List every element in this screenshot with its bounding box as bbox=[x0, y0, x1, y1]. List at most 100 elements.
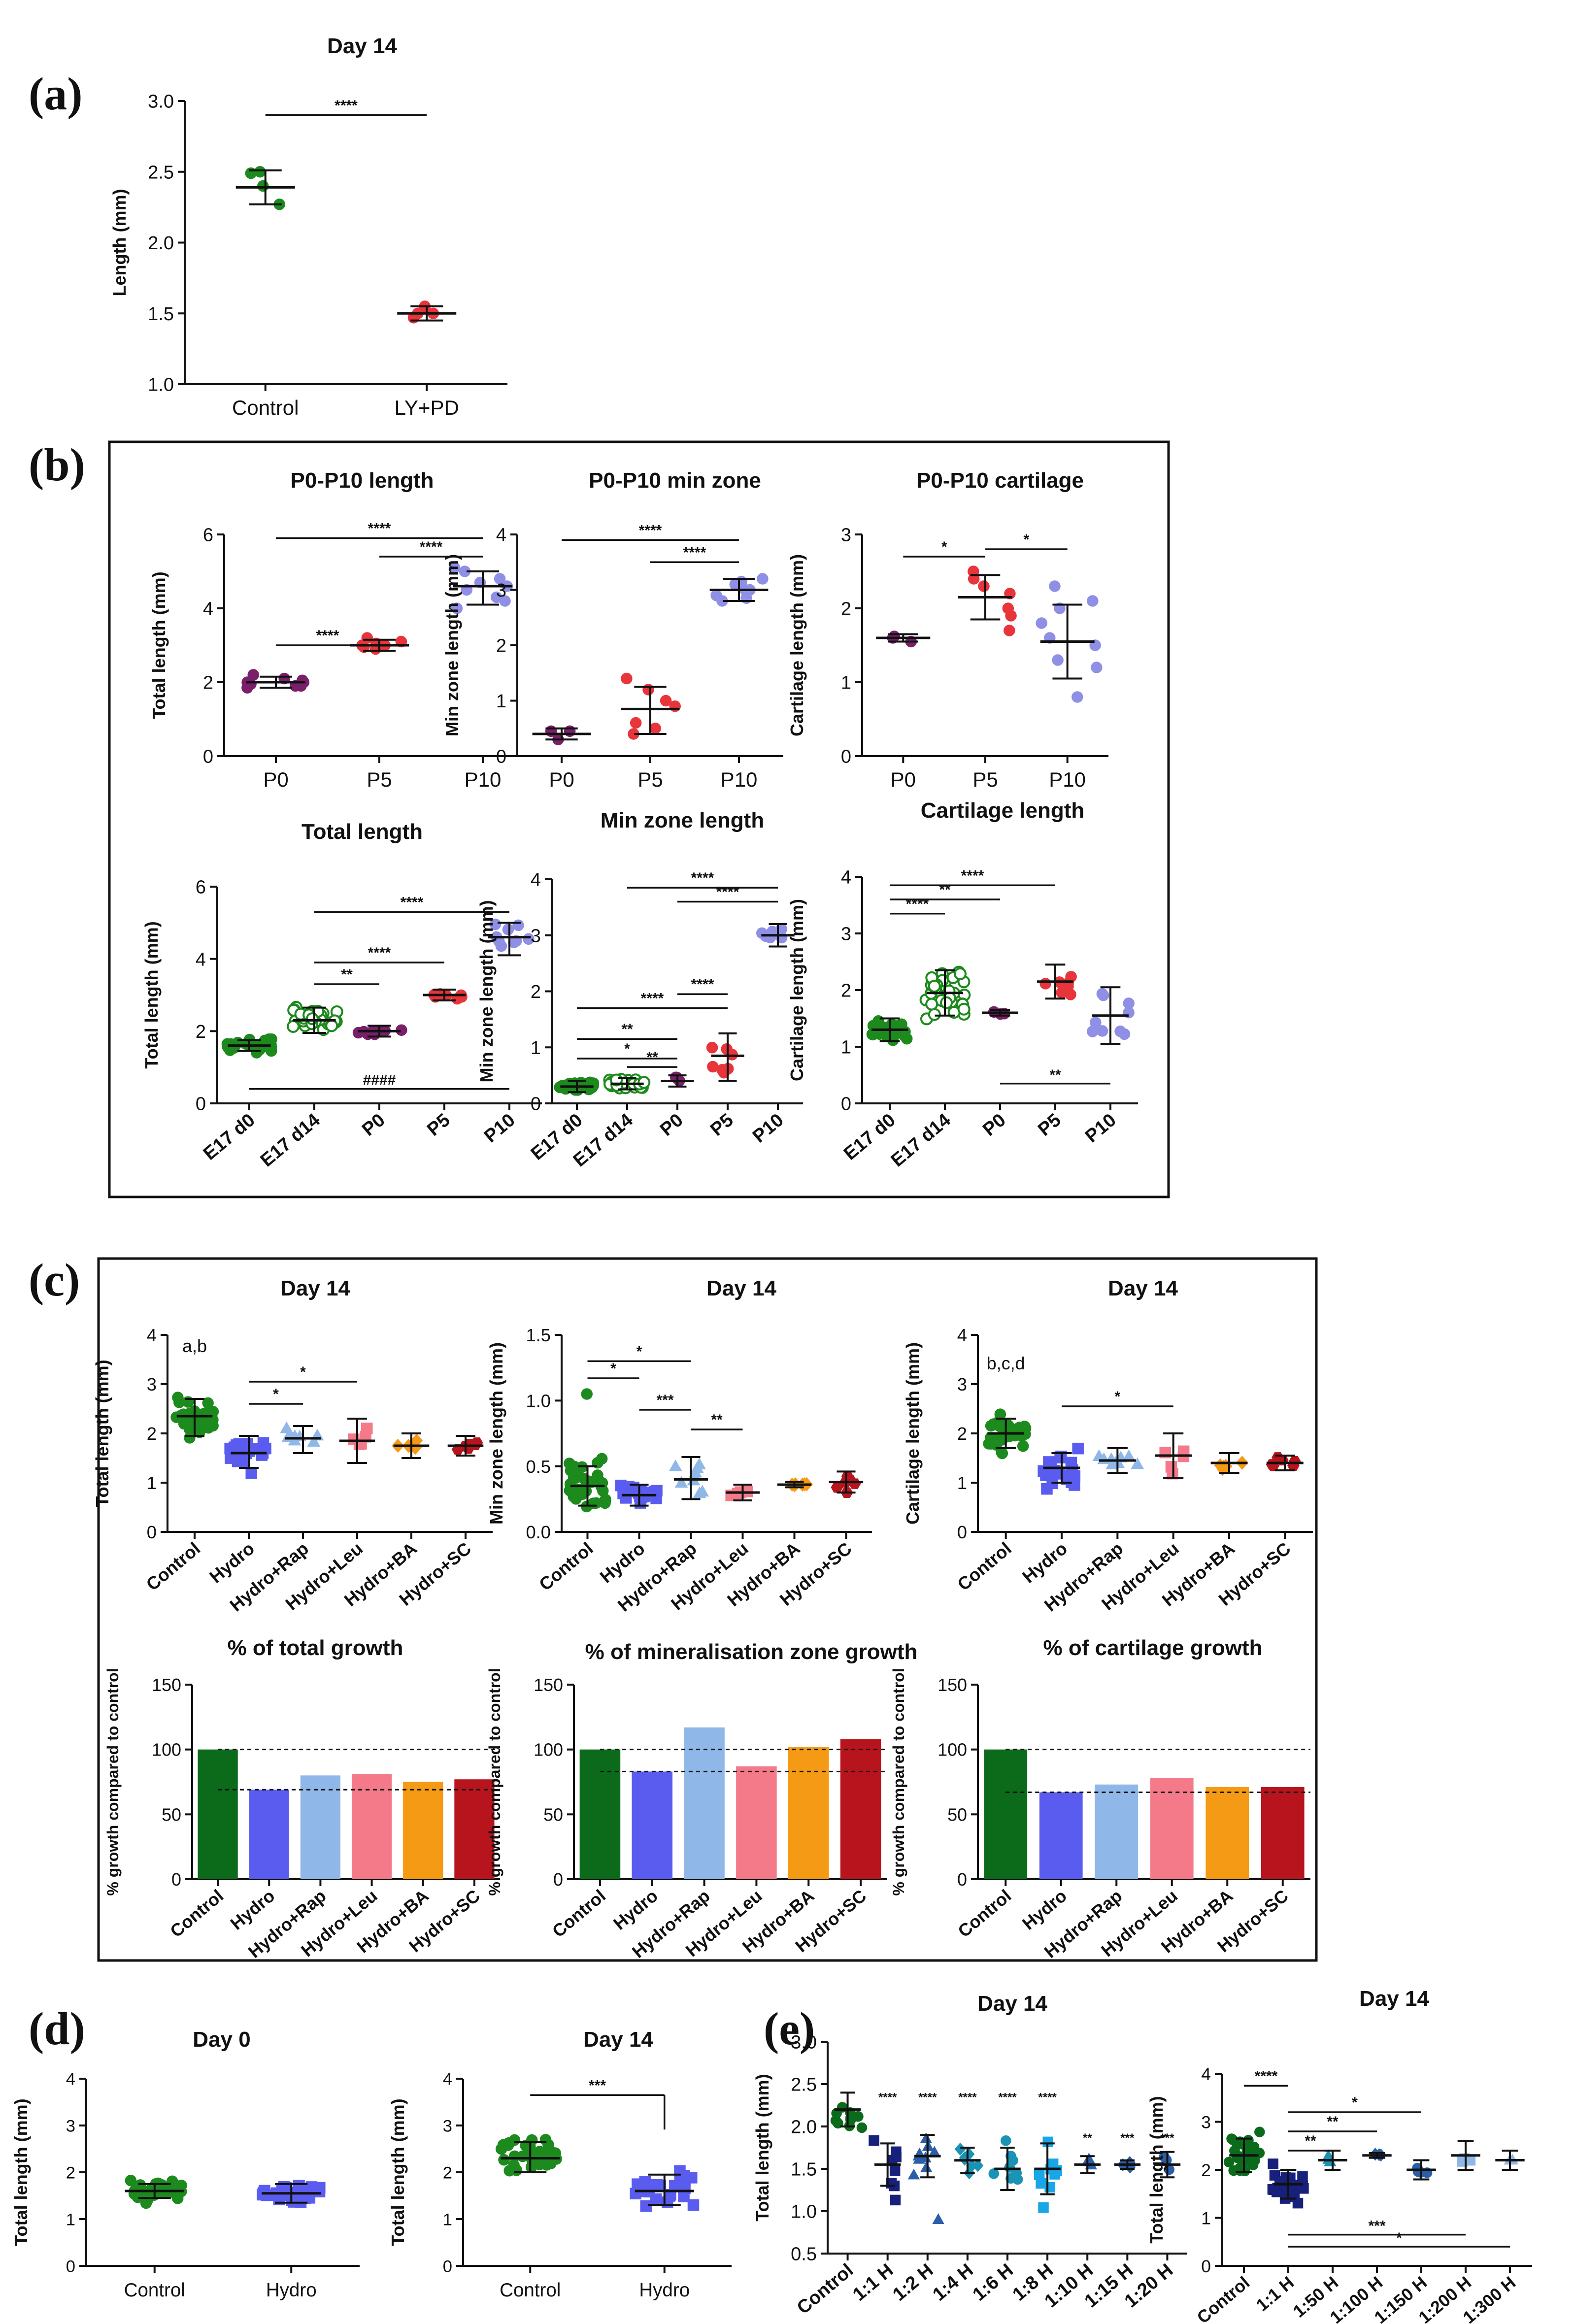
y-tick-label: 3 bbox=[957, 1374, 967, 1394]
x-tick-label: P10 bbox=[721, 768, 758, 791]
data-point bbox=[869, 2135, 879, 2146]
data-point bbox=[1254, 2126, 1265, 2137]
significance-label: **** bbox=[639, 522, 662, 538]
x-tick-label: P10 bbox=[465, 768, 502, 791]
data-point bbox=[642, 684, 654, 696]
significance-label: **** bbox=[420, 539, 443, 555]
data-point bbox=[649, 723, 661, 734]
data-point bbox=[509, 2164, 522, 2176]
y-tick-label: 4 bbox=[203, 599, 213, 620]
y-tick-label: 2.5 bbox=[791, 2075, 817, 2095]
significance-label: ** bbox=[1327, 2114, 1339, 2130]
y-tick-label: 1 bbox=[841, 1037, 851, 1058]
significance-label: **** bbox=[683, 544, 706, 561]
data-point bbox=[245, 1467, 257, 1479]
data-point bbox=[1044, 2182, 1055, 2193]
bar bbox=[1206, 1787, 1249, 1879]
y-tick-label: 1 bbox=[443, 2210, 452, 2229]
data-point bbox=[1069, 1479, 1080, 1491]
panel-label-e: (e) bbox=[764, 2003, 815, 2055]
panel-label-c: (c) bbox=[29, 1255, 80, 1306]
data-point bbox=[1038, 2202, 1049, 2213]
chart-b2: P0-P10 min zone 0 1 2 3 4 Min zone length (mm)… bbox=[442, 468, 783, 791]
data-point bbox=[448, 562, 461, 574]
data-point bbox=[1285, 2172, 1296, 2184]
x-tick-label: Control bbox=[500, 2280, 561, 2301]
chart-title: % of cartilage growth bbox=[1043, 1636, 1263, 1660]
data-point bbox=[992, 1434, 1004, 1446]
data-point bbox=[890, 2194, 901, 2206]
group-p5 bbox=[423, 988, 468, 1005]
data-point bbox=[489, 918, 502, 930]
data-point bbox=[451, 602, 463, 614]
data-point bbox=[1274, 2177, 1286, 2188]
y-tick-label: 150 bbox=[152, 1675, 181, 1695]
chart-a: Day 14 1.0 1.5 2.0 2.5 3.0 Length (mm) Control L… bbox=[109, 34, 507, 419]
bar bbox=[454, 1779, 495, 1879]
y-tick-label: 100 bbox=[534, 1740, 563, 1760]
significance-label: * bbox=[1023, 531, 1029, 548]
significance-label: **** bbox=[906, 896, 929, 912]
y-tick-label: 3.0 bbox=[148, 92, 174, 112]
significance-label: **** bbox=[1038, 2091, 1057, 2104]
data-point bbox=[241, 682, 253, 694]
y-tick-label: 100 bbox=[152, 1740, 181, 1760]
chart-title: P0-P10 cartilage bbox=[916, 468, 1084, 493]
data-point bbox=[361, 1423, 373, 1434]
x-tick-label: Control bbox=[232, 396, 299, 419]
significance-label: *** bbox=[1368, 2218, 1385, 2234]
chart-title: Cartilage length bbox=[921, 798, 1085, 823]
x-tick-label: P5 bbox=[972, 768, 998, 791]
y-tick-label: 50 bbox=[162, 1805, 181, 1825]
data-point bbox=[1052, 654, 1064, 666]
group-1-1-h bbox=[1267, 2158, 1309, 2209]
y-tick-label: 1 bbox=[66, 2210, 75, 2229]
y-axis-label: Cartilage length (mm) bbox=[787, 899, 807, 1081]
group-hydro bbox=[1038, 1442, 1084, 1495]
x-tick-label: P0 bbox=[263, 768, 288, 791]
y-tick-label: 4 bbox=[66, 2070, 75, 2089]
data-point bbox=[499, 595, 511, 607]
data-point bbox=[1097, 989, 1109, 1001]
group-1-15-h bbox=[1114, 2156, 1141, 2174]
data-point bbox=[696, 1485, 709, 1497]
significance-bracket: * bbox=[985, 531, 1068, 550]
significance-label: **** bbox=[316, 628, 339, 644]
group-hydro-sc bbox=[1266, 1452, 1304, 1471]
y-tick-label: 0 bbox=[553, 1870, 563, 1890]
group-e17-d0 bbox=[221, 1033, 277, 1059]
y-tick-label: 4 bbox=[1201, 2064, 1211, 2084]
y-axis-label: % growth compared to control bbox=[486, 1668, 503, 1895]
data-point bbox=[1091, 662, 1103, 673]
data-point bbox=[587, 1497, 600, 1509]
group-e17-d0 bbox=[554, 1076, 600, 1096]
data-point bbox=[265, 1041, 277, 1053]
significance-bracket: **** bbox=[562, 522, 739, 541]
chart-title: Day 0 bbox=[193, 2027, 250, 2052]
data-point bbox=[265, 2189, 277, 2201]
y-tick-label: 50 bbox=[543, 1805, 563, 1825]
y-tick-label: 3 bbox=[66, 2117, 75, 2135]
y-tick-label: 2 bbox=[66, 2163, 75, 2182]
data-point bbox=[940, 996, 953, 1009]
data-point bbox=[1039, 978, 1051, 990]
y-tick-label: 3 bbox=[496, 580, 506, 601]
bar bbox=[351, 1774, 392, 1879]
x-tick-label: P5 bbox=[637, 768, 663, 791]
significance-label: **** bbox=[998, 2091, 1017, 2104]
significance-bracket: *** bbox=[1288, 2218, 1466, 2236]
significance-bracket: **** bbox=[677, 884, 778, 903]
significance-label: **** bbox=[958, 2091, 977, 2104]
data-point bbox=[244, 1038, 257, 1050]
significance-label: **** bbox=[368, 521, 391, 537]
annotation-label: a,b bbox=[182, 1336, 207, 1356]
significance-label: **** bbox=[641, 991, 664, 1007]
x-tick-label: P0 bbox=[891, 768, 916, 791]
y-tick-label: 3 bbox=[841, 924, 851, 945]
data-point bbox=[287, 1020, 300, 1033]
data-point bbox=[125, 2174, 137, 2187]
y-tick-label: 0 bbox=[957, 1522, 967, 1542]
significance-bracket: **** bbox=[379, 539, 483, 558]
data-point bbox=[1087, 595, 1099, 607]
y-tick-label: 2 bbox=[531, 982, 541, 1002]
